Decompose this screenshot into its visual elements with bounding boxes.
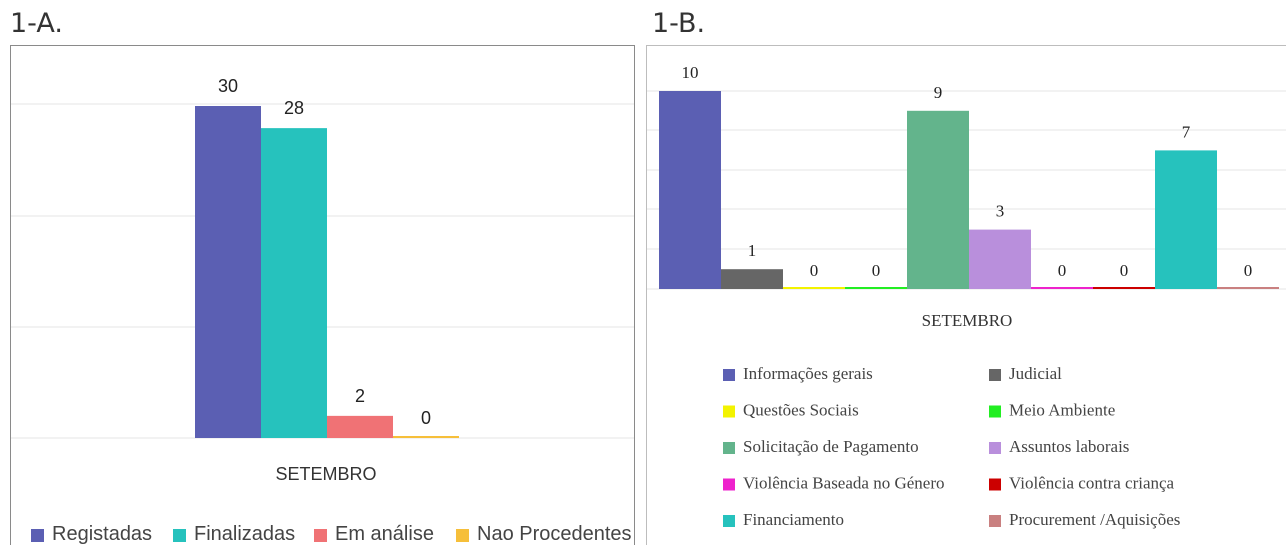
data-label: 0 — [1120, 261, 1129, 280]
chart-a-panel: 30 28 2 0 SETEMBRO Registadas Finalizadas Em an… — [10, 45, 635, 545]
bar-5 — [907, 110, 969, 289]
legend-label: Solicitação de Pagamento — [743, 437, 919, 456]
legend-swatch — [989, 515, 1001, 527]
legend-label: Judicial — [1009, 364, 1062, 383]
bar-7 — [1031, 287, 1093, 289]
legend-label: Violência Baseada no Género — [743, 474, 944, 493]
data-label: 3 — [996, 202, 1005, 221]
legend-swatch — [989, 442, 1001, 454]
legend-label: Nao Procedentes — [477, 523, 632, 545]
data-label: 2 — [355, 386, 365, 406]
legend-swatch — [723, 442, 735, 454]
legend-label: Meio Ambiente — [1009, 401, 1115, 420]
legend-swatch — [989, 405, 1001, 418]
legend-swatch — [173, 529, 186, 542]
data-label: 30 — [218, 76, 238, 96]
bar-9 — [1155, 150, 1217, 289]
legend-label: Questões Sociais — [743, 401, 859, 420]
chart-b-heading: 1-B. — [652, 8, 706, 39]
data-label: 9 — [934, 83, 943, 102]
legend-swatch — [723, 478, 735, 491]
legend-swatch — [31, 529, 44, 542]
legend-swatch — [989, 369, 1001, 381]
legend-label: Financiamento — [743, 510, 844, 529]
bar-3 — [783, 287, 845, 289]
legend-swatch — [314, 529, 327, 542]
bar-1 — [195, 106, 261, 438]
legend-label: Violência contra criança — [1009, 474, 1175, 493]
data-label: 0 — [421, 408, 431, 428]
bar-10 — [1217, 287, 1279, 289]
x-category-label: SETEMBRO — [275, 464, 376, 484]
legend-label: Informações gerais — [743, 364, 873, 383]
legend-swatch — [723, 405, 735, 418]
data-label: 7 — [1182, 122, 1191, 141]
chart-a-heading: 1-A. — [10, 8, 63, 39]
legend-swatch — [456, 529, 469, 542]
chart-a-svg: 30 28 2 0 SETEMBRO Registadas Finalizadas Em an… — [11, 76, 634, 545]
data-label: 0 — [1244, 261, 1253, 280]
x-category-label: SETEMBRO — [922, 311, 1013, 330]
data-label: 1 — [748, 241, 757, 260]
data-label: 0 — [1058, 261, 1067, 280]
legend-label: Em análise — [335, 523, 434, 545]
bar-3 — [327, 415, 393, 438]
legend-swatch — [989, 478, 1001, 491]
data-label: 10 — [682, 63, 699, 82]
legend-label: Assuntos laborais — [1009, 437, 1129, 456]
bar-2 — [261, 128, 327, 438]
bar-4 — [393, 436, 459, 438]
bar-4 — [845, 287, 907, 289]
data-label: 0 — [810, 261, 819, 280]
data-label: 0 — [872, 261, 881, 280]
bar-6 — [969, 229, 1031, 289]
legend-swatch — [723, 369, 735, 381]
bar-2 — [721, 269, 783, 289]
bar-1 — [659, 91, 721, 289]
chart-b-panel: 10 1 0 0 9 3 0 0 7 0 SETEMBRO Informações gerais Jud… — [646, 45, 1286, 545]
legend-label: Finalizadas — [194, 523, 295, 545]
legend-label: Registadas — [52, 523, 152, 545]
bar-8 — [1093, 287, 1155, 289]
legend-label: Procurement /Aquisições — [1009, 510, 1180, 529]
legend-swatch — [723, 515, 735, 527]
data-label: 28 — [284, 98, 304, 118]
